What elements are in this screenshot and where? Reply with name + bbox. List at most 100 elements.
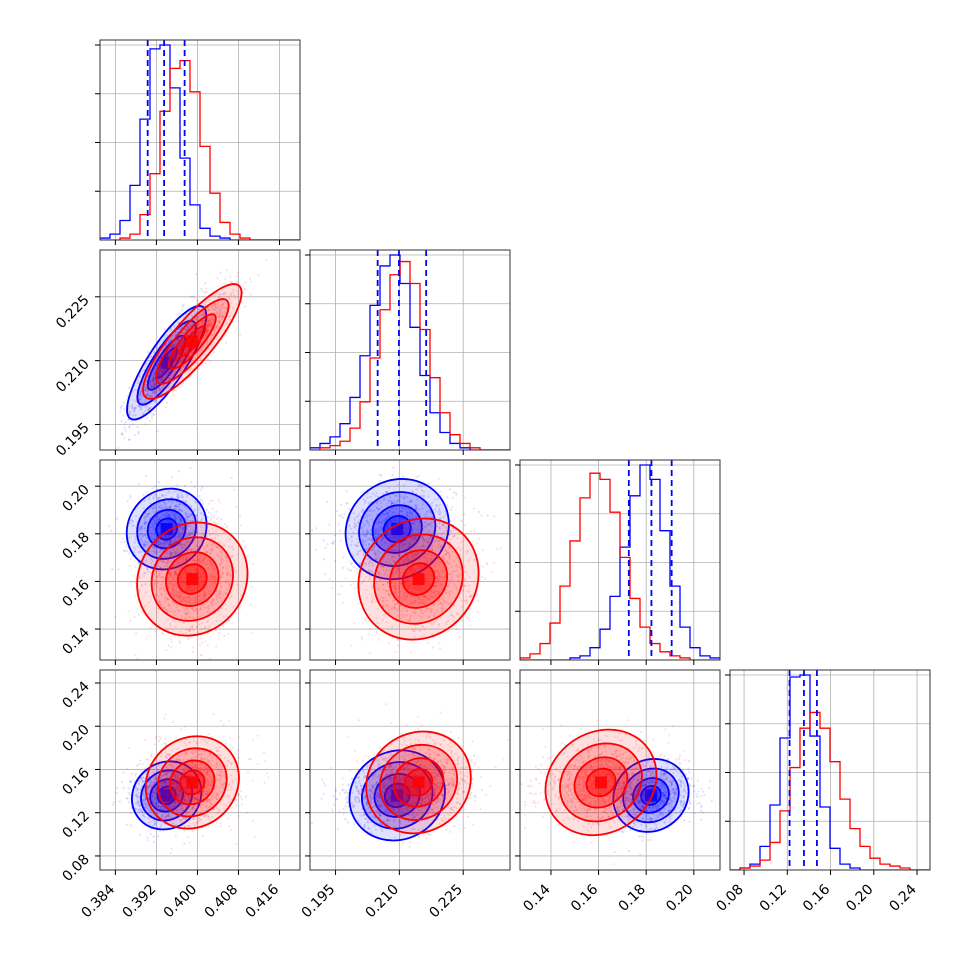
scatter-point xyxy=(205,550,208,553)
scatter-point xyxy=(195,607,198,610)
scatter-point xyxy=(194,601,197,604)
scatter-point xyxy=(139,405,142,408)
scatter-point xyxy=(194,559,198,563)
scatter-point xyxy=(213,576,216,579)
scatter-point xyxy=(170,575,173,578)
scatter-point xyxy=(207,566,210,569)
scatter-point xyxy=(209,321,213,325)
scatter-point xyxy=(170,370,173,373)
scatter-point xyxy=(186,534,189,537)
scatter-point xyxy=(175,353,178,356)
scatter-point xyxy=(172,389,175,392)
scatter-point xyxy=(175,362,178,365)
scatter-point xyxy=(227,632,230,635)
scatter-point xyxy=(168,572,171,575)
scatter-point xyxy=(176,357,179,360)
scatter-point xyxy=(229,302,232,305)
scatter-point xyxy=(167,644,170,647)
scatter-point xyxy=(155,364,158,367)
scatter-point xyxy=(154,516,157,520)
scatter-point xyxy=(203,534,206,537)
scatter-point xyxy=(160,368,163,371)
scatter-point xyxy=(383,542,387,545)
scatter-point xyxy=(191,547,194,551)
scatter-point xyxy=(140,583,143,586)
scatter-point xyxy=(194,347,198,350)
scatter-point xyxy=(201,571,205,574)
scatter-point xyxy=(143,543,146,546)
scatter-point xyxy=(145,520,148,523)
scatter-point xyxy=(170,553,173,556)
scatter-point xyxy=(161,370,164,373)
scatter-point xyxy=(190,323,194,326)
scatter-point xyxy=(144,583,147,586)
scatter-point xyxy=(177,635,180,639)
scatter-point xyxy=(181,360,184,363)
scatter-point xyxy=(180,551,183,554)
scatter-point xyxy=(157,575,160,578)
scatter-point xyxy=(159,387,162,390)
scatter-point xyxy=(477,510,480,513)
scatter-point xyxy=(148,395,152,398)
panel-2-2 xyxy=(515,459,721,665)
scatter-point xyxy=(188,530,191,533)
scatter-point xyxy=(129,405,132,408)
scatter-point xyxy=(171,364,174,368)
scatter-point xyxy=(197,332,200,335)
scatter-point xyxy=(236,281,239,284)
scatter-point xyxy=(167,520,171,524)
scatter-point xyxy=(212,318,215,321)
scatter-point xyxy=(174,512,177,515)
scatter-point xyxy=(157,543,161,546)
scatter-point xyxy=(162,359,165,362)
scatter-point xyxy=(196,587,199,590)
y-tick-label: 0.210 xyxy=(53,356,93,396)
scatter-point xyxy=(175,358,178,361)
scatter-point xyxy=(166,375,169,378)
scatter-point xyxy=(170,551,173,554)
scatter-point xyxy=(160,378,163,381)
scatter-point xyxy=(170,610,173,613)
scatter-point xyxy=(208,534,212,537)
scatter-point xyxy=(152,518,155,521)
scatter-point xyxy=(204,320,207,323)
scatter-point xyxy=(189,347,192,350)
scatter-point xyxy=(147,409,150,412)
scatter-point xyxy=(184,534,187,538)
y-tick-label: 0.20 xyxy=(59,482,92,515)
scatter-point xyxy=(188,616,191,619)
scatter-point xyxy=(177,522,180,525)
scatter-point xyxy=(224,544,227,547)
scatter-point xyxy=(159,517,162,520)
scatter-point xyxy=(408,558,411,561)
scatter-point xyxy=(161,581,164,584)
scatter-point xyxy=(150,396,153,399)
scatter-point xyxy=(179,558,182,561)
scatter-point xyxy=(156,599,159,602)
scatter-point xyxy=(153,373,156,376)
scatter-point xyxy=(228,318,231,321)
density-peak xyxy=(186,573,199,586)
histogram-step-line xyxy=(100,44,300,240)
scatter-point xyxy=(170,514,173,517)
scatter-point xyxy=(152,584,155,587)
scatter-point xyxy=(228,537,231,541)
scatter-point xyxy=(174,359,177,362)
scatter-point xyxy=(177,470,181,473)
scatter-point xyxy=(150,374,153,377)
scatter-point xyxy=(154,392,157,396)
scatter-point xyxy=(213,341,216,344)
scatter-point xyxy=(193,310,196,313)
scatter-point xyxy=(176,535,179,538)
scatter-point xyxy=(163,360,166,363)
scatter-point xyxy=(213,333,216,336)
scatter-point xyxy=(236,290,239,293)
scatter-point xyxy=(196,545,199,548)
scatter-point xyxy=(199,498,202,501)
scatter-point xyxy=(199,505,202,508)
scatter-point xyxy=(139,390,142,394)
scatter-point xyxy=(150,406,153,409)
panel-2-0: 0.140.160.180.20 xyxy=(59,459,301,665)
scatter-point xyxy=(159,543,162,546)
scatter-point xyxy=(190,359,193,362)
